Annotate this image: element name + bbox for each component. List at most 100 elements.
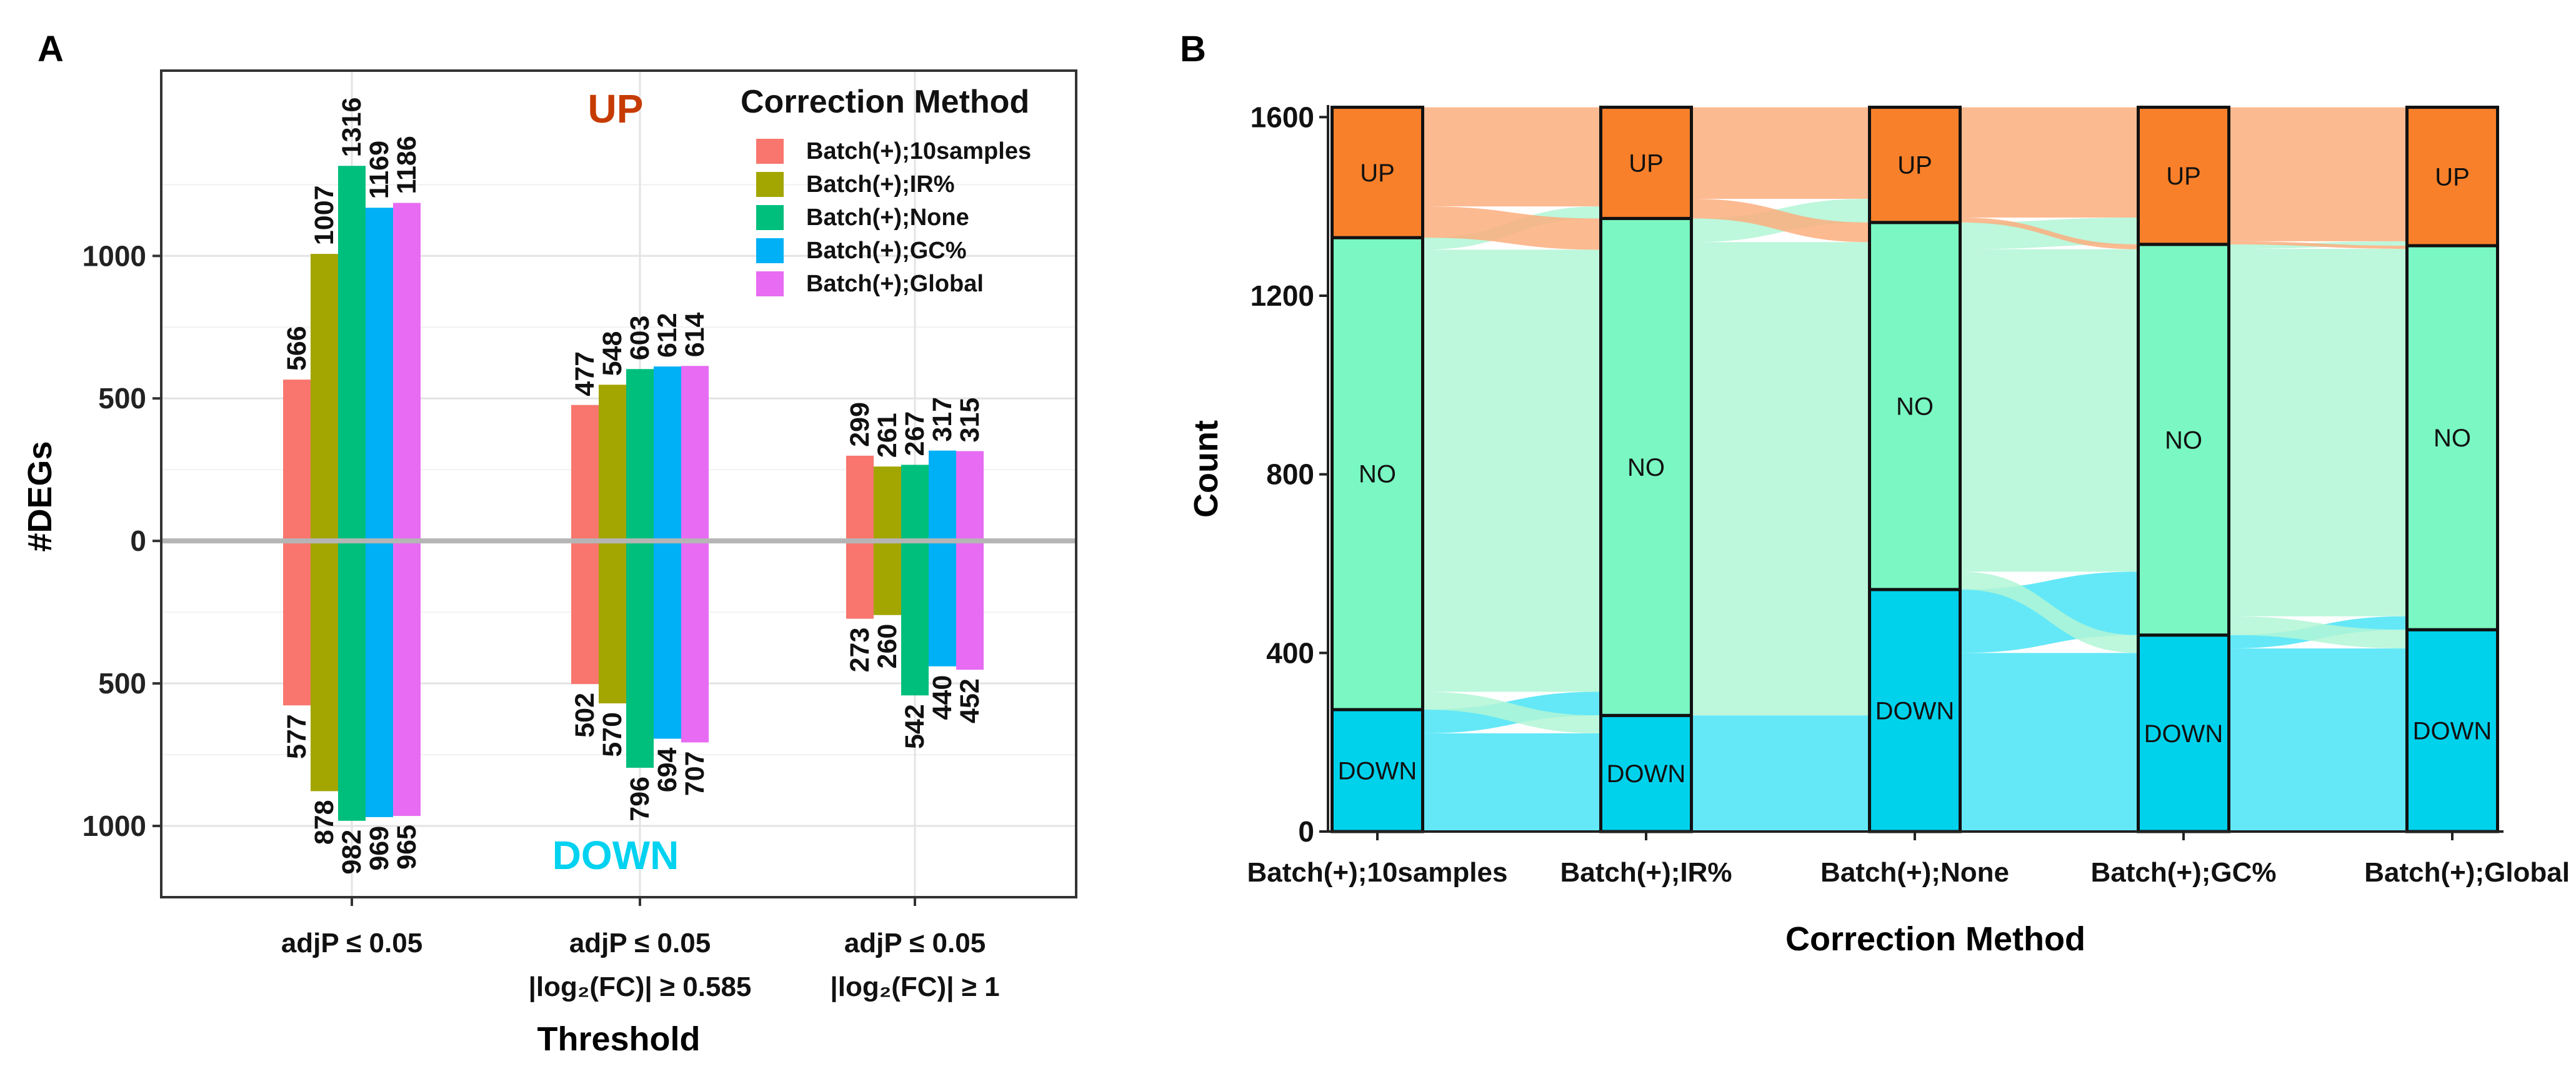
panel-label-b: B bbox=[1180, 29, 1206, 69]
y-tick-label: 0 bbox=[130, 525, 146, 557]
y-axis-title: Count bbox=[1187, 420, 1225, 518]
data-label-up: 603 bbox=[625, 316, 655, 361]
stratum-label: DOWN bbox=[2413, 718, 2492, 745]
data-label-up: 612 bbox=[652, 313, 682, 358]
bar-up bbox=[956, 451, 984, 541]
bar-down bbox=[283, 541, 311, 706]
legend-label: Batch(+);IR% bbox=[806, 171, 955, 198]
data-label-down: 273 bbox=[845, 628, 875, 673]
flow-band bbox=[1691, 107, 1870, 199]
y-tick-label: 500 bbox=[98, 667, 146, 700]
flow-band bbox=[1422, 107, 1601, 207]
data-label-up: 267 bbox=[900, 411, 930, 456]
data-label-down: 982 bbox=[337, 830, 367, 875]
x-tick-label: Batch(+);GC% bbox=[2090, 857, 2276, 888]
flow-band bbox=[1960, 653, 2139, 832]
data-label-up: 315 bbox=[955, 398, 985, 443]
x-tick-label: Batch(+);10samples bbox=[1247, 857, 1508, 888]
x-tick-label: Batch(+);None bbox=[1820, 857, 2009, 888]
flow-band bbox=[1960, 571, 2139, 653]
bar-up bbox=[283, 380, 311, 541]
flow-band bbox=[1691, 242, 1870, 590]
down-annotation: DOWN bbox=[552, 833, 679, 878]
bar-up bbox=[571, 405, 599, 541]
flow-band bbox=[1691, 589, 1870, 716]
flow-band bbox=[1960, 249, 2139, 572]
bar-up bbox=[681, 366, 709, 541]
bar-up bbox=[366, 208, 393, 541]
stratum-label: NO bbox=[1896, 393, 1934, 420]
bar-up bbox=[846, 455, 874, 541]
legend-swatch bbox=[756, 238, 784, 263]
legend-swatch bbox=[756, 205, 784, 230]
flow-band bbox=[1960, 217, 2139, 249]
stratum-label: UP bbox=[1897, 152, 1932, 179]
y-axis-title: #DEGs bbox=[21, 441, 59, 551]
bar-down bbox=[956, 541, 984, 670]
data-label-down: 707 bbox=[680, 751, 710, 796]
x-tick-label: adjP ≤ 0.05 bbox=[569, 928, 711, 958]
stratum-box bbox=[1599, 106, 1693, 220]
data-label-up: 566 bbox=[282, 326, 312, 371]
bar-down bbox=[571, 541, 599, 685]
stratum-box bbox=[1330, 236, 1424, 711]
data-label-down: 502 bbox=[570, 693, 600, 738]
data-label-up: 317 bbox=[927, 397, 957, 442]
bar-down bbox=[929, 541, 956, 666]
legend-swatch bbox=[756, 172, 784, 197]
data-label-down: 260 bbox=[872, 624, 902, 669]
x-tick-label: |log₂(FC)| ≥ 0.585 bbox=[529, 972, 752, 1003]
flow-band bbox=[1960, 107, 2139, 218]
x-tick-label: |log₂(FC)| ≥ 1 bbox=[830, 972, 999, 1003]
bar-up bbox=[874, 466, 901, 541]
flow-band bbox=[2229, 648, 2407, 832]
panel-label-a: A bbox=[37, 29, 64, 69]
stratum-box bbox=[1330, 708, 1424, 833]
data-label-down: 969 bbox=[364, 826, 394, 871]
legend-swatch bbox=[756, 139, 784, 164]
bar-down bbox=[846, 541, 874, 619]
bar-down bbox=[681, 541, 709, 743]
stratum-box bbox=[1868, 588, 1962, 833]
y-tick-label: 1000 bbox=[82, 810, 146, 842]
flow-band bbox=[1422, 249, 1601, 692]
data-label-down: 878 bbox=[309, 800, 339, 845]
x-tick-label: Batch(+);Global bbox=[2364, 857, 2570, 888]
stratum-label: UP bbox=[2435, 163, 2470, 191]
y-tick-label: 1600 bbox=[1251, 101, 1314, 133]
bar-down bbox=[654, 541, 681, 739]
data-label-down: 965 bbox=[392, 825, 422, 870]
flow-band bbox=[1691, 715, 1870, 832]
stratum-box bbox=[1330, 106, 1424, 239]
data-label-up: 1169 bbox=[364, 141, 394, 199]
bar-down bbox=[874, 541, 901, 615]
data-label-down: 542 bbox=[900, 704, 930, 749]
flow-band bbox=[1691, 198, 1870, 243]
bar-up bbox=[654, 366, 681, 541]
data-label-up: 261 bbox=[872, 413, 902, 458]
stratum-label: NO bbox=[2434, 425, 2471, 452]
x-tick-label: Batch(+);IR% bbox=[1560, 857, 1732, 888]
panel-a-bar-chart: 566 577 477 502 299 273 1007 878 548 570 261 260 131… bbox=[21, 69, 1077, 1058]
legend-label: Batch(+);None bbox=[806, 204, 969, 231]
data-label-down: 694 bbox=[652, 747, 682, 792]
stratum-label: UP bbox=[1360, 159, 1395, 187]
panel-b-alluvial-chart: DOWN NO UP DOWN NO UP DOWN NO UP DOWN NO UP DOWN NO UP… bbox=[1187, 101, 2570, 958]
bar-down bbox=[393, 541, 421, 817]
y-tick-label: 1200 bbox=[1251, 279, 1314, 312]
x-axis-title: Threshold bbox=[537, 1020, 700, 1058]
y-tick-label: 800 bbox=[1266, 458, 1314, 491]
bar-down bbox=[338, 541, 366, 821]
stratum-box bbox=[2405, 244, 2499, 631]
bar-up bbox=[393, 203, 421, 541]
legend-label: Batch(+);Global bbox=[806, 271, 984, 297]
y-tick-label: 1000 bbox=[82, 239, 146, 272]
data-label-up: 299 bbox=[845, 402, 875, 447]
data-label-down: 796 bbox=[625, 777, 655, 822]
x-tick-label: adjP ≤ 0.05 bbox=[281, 928, 422, 958]
stratum-label: NO bbox=[1627, 454, 1665, 481]
flow-band bbox=[1422, 691, 1601, 733]
stratum-box bbox=[2405, 106, 2499, 248]
y-tick-label: 0 bbox=[1298, 815, 1314, 848]
